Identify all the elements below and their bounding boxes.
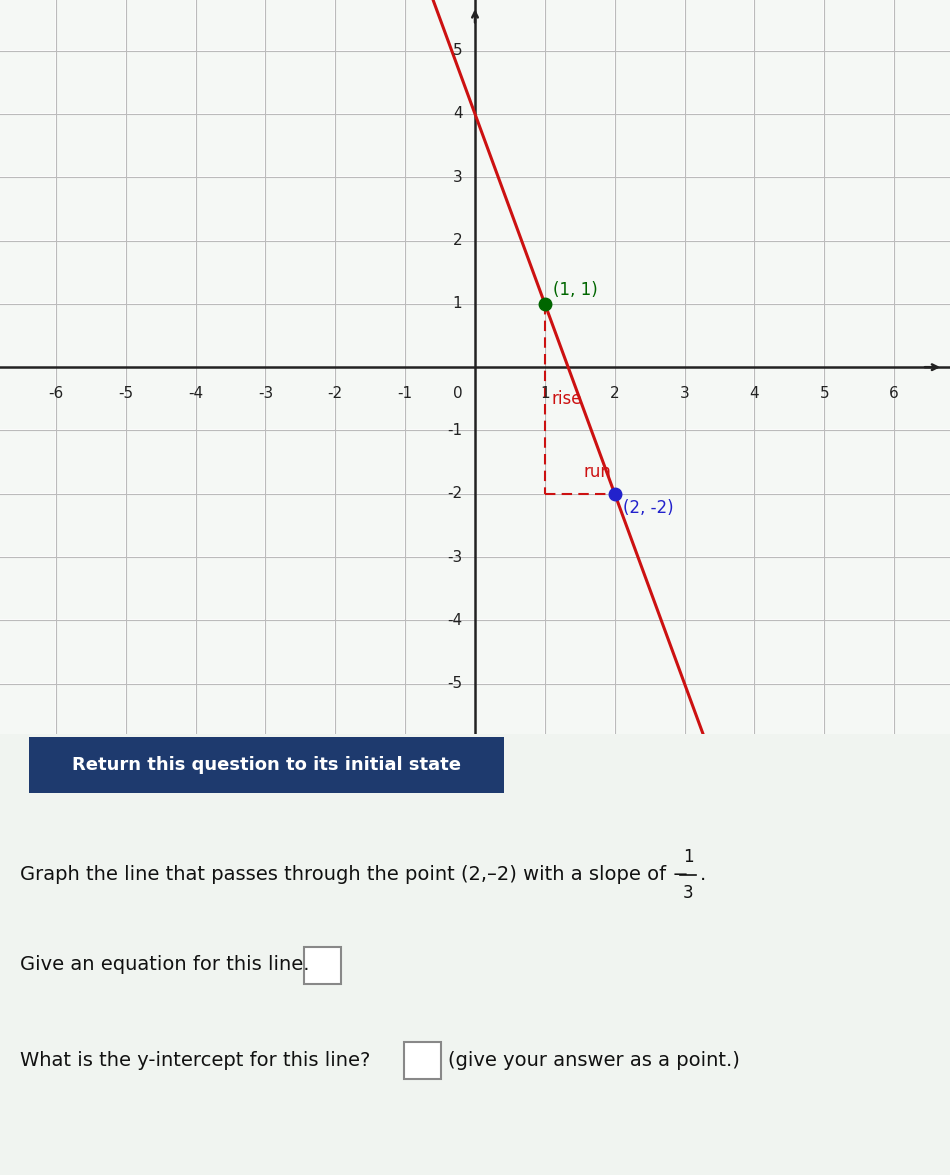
Text: (give your answer as a point.): (give your answer as a point.): [448, 1050, 740, 1069]
Text: (1, 1): (1, 1): [553, 281, 598, 298]
Text: 4: 4: [453, 107, 463, 121]
Text: 1: 1: [683, 848, 694, 866]
Text: -1: -1: [447, 423, 463, 438]
Text: 5: 5: [453, 43, 463, 58]
FancyBboxPatch shape: [304, 947, 341, 983]
Text: 5: 5: [820, 387, 829, 401]
Text: 1: 1: [540, 387, 550, 401]
Text: -4: -4: [447, 613, 463, 627]
Text: -6: -6: [48, 387, 64, 401]
Text: 0: 0: [453, 387, 463, 401]
Text: 3: 3: [679, 387, 690, 401]
Text: Give an equation for this line.: Give an equation for this line.: [20, 955, 310, 974]
Text: -3: -3: [257, 387, 273, 401]
Text: -3: -3: [447, 550, 463, 565]
Text: 2: 2: [610, 387, 619, 401]
Text: .: .: [700, 866, 706, 885]
Text: (2, -2): (2, -2): [623, 499, 674, 517]
Text: -2: -2: [328, 387, 343, 401]
Text: 3: 3: [453, 169, 463, 184]
FancyBboxPatch shape: [404, 1042, 441, 1079]
Text: rise: rise: [552, 390, 582, 408]
Text: -5: -5: [118, 387, 133, 401]
Text: 2: 2: [453, 233, 463, 248]
Text: 1: 1: [453, 296, 463, 311]
Text: 6: 6: [889, 387, 899, 401]
Text: -2: -2: [447, 486, 463, 502]
Text: 3: 3: [683, 884, 694, 902]
Text: -5: -5: [447, 677, 463, 691]
Text: Return this question to its initial state: Return this question to its initial stat…: [71, 756, 461, 774]
Text: 4: 4: [750, 387, 759, 401]
Text: -4: -4: [188, 387, 203, 401]
Text: Graph the line that passes through the point (2,–2) with a slope of −: Graph the line that passes through the p…: [20, 866, 689, 885]
Text: What is the y-intercept for this line?: What is the y-intercept for this line?: [20, 1050, 370, 1069]
Text: -1: -1: [398, 387, 412, 401]
Text: run: run: [583, 463, 611, 481]
